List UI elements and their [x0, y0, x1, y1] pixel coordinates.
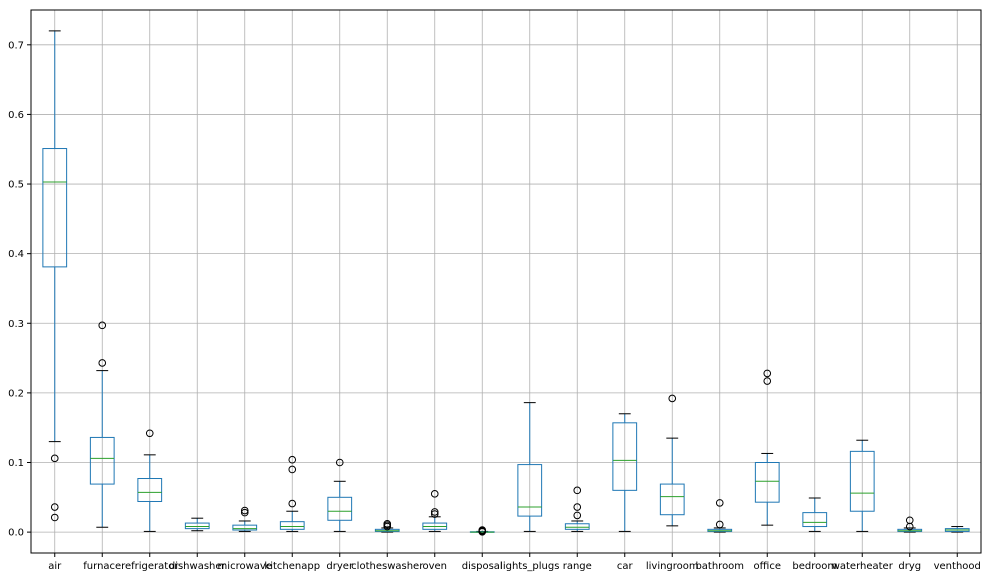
x-tick-label-office: office: [754, 561, 781, 572]
x-tick-label-range: range: [563, 561, 592, 572]
y-tick-label: 0.3: [8, 319, 24, 330]
outlier-point: [763, 369, 772, 378]
box-rect: [612, 422, 638, 491]
box-rect: [517, 464, 543, 517]
x-tick-label-oven: oven: [422, 561, 447, 572]
outlier-point: [240, 508, 249, 517]
outlier-point: [288, 465, 297, 474]
y-tick-label: 0.0: [8, 528, 24, 539]
box-group-lights_plugs: [517, 402, 543, 532]
outlier-point: [715, 520, 724, 529]
outlier-point: [430, 510, 439, 518]
x-tick-label-refrigerator: refrigerator: [121, 561, 179, 572]
box-group-refrigerator: [137, 429, 163, 532]
outlier-point: [288, 455, 297, 464]
outlier-point: [98, 321, 107, 330]
box-group-dryer: [327, 458, 353, 532]
outlier-point: [478, 527, 487, 536]
x-tick-label-waterheater: waterheater: [832, 561, 894, 572]
box-layer: [42, 30, 970, 536]
axis-layer: 0.0 0.1 0.2 0.3 0.4 0.5 0.6 0.7 air furnace refrig…: [8, 9, 982, 572]
box-group-air: [42, 30, 68, 522]
x-tick-label-livingroom: livingroom: [646, 561, 699, 572]
outlier-point: [288, 499, 297, 508]
box-rect: [137, 478, 163, 502]
box-rect: [42, 148, 68, 268]
y-tick-label: 0.5: [8, 180, 24, 191]
box-rect: [564, 523, 590, 530]
y-tick-label: 0.7: [8, 40, 24, 51]
outlier-point: [668, 394, 677, 403]
box-group-waterheater: [849, 439, 875, 532]
box-rect: [849, 450, 875, 512]
box-group-bathroom: [707, 499, 733, 533]
box-group-microwave: [232, 506, 258, 532]
x-tick-label-kitchenapp: kitchenapp: [264, 561, 320, 572]
x-tick-label-lights_plugs: lights_plugs: [500, 561, 559, 572]
x-tick-label-disposal: disposal: [462, 561, 503, 572]
box-group-dryg: [897, 516, 923, 533]
x-tick-label-bathroom: bathroom: [695, 561, 744, 572]
box-group-livingroom: [659, 394, 685, 527]
box-rect: [232, 524, 258, 531]
outlier-point: [98, 359, 107, 367]
box-group-car: [612, 413, 638, 532]
box-group-dishwasher: [184, 517, 210, 532]
box-group-venthood: [944, 526, 970, 533]
outlier-point: [240, 506, 249, 515]
x-tick-label-dryer: dryer: [326, 561, 354, 572]
box-group-oven: [422, 490, 448, 532]
outlier-point: [50, 513, 59, 522]
box-group-clotheswasher: [374, 519, 400, 533]
outlier-point: [715, 499, 724, 507]
box-rect: [802, 512, 828, 528]
box-group-disposal: [469, 526, 495, 536]
x-tick-label-dishwasher: dishwasher: [169, 561, 227, 572]
box-group-furnace: [89, 321, 115, 528]
y-tick-label: 0.1: [8, 458, 24, 469]
outlier-point: [905, 522, 914, 531]
x-tick-label-car: car: [617, 561, 634, 572]
outlier-point: [573, 486, 582, 495]
box-rect: [279, 521, 305, 530]
box-rect: [659, 483, 685, 516]
outlier-point: [573, 511, 582, 520]
box-rect: [184, 522, 210, 530]
x-tick-label-clotheswasher: clotheswasher: [351, 561, 424, 572]
x-tick-label-furnace: furnace: [83, 561, 121, 572]
outlier-point: [145, 429, 154, 438]
y-tick-label: 0.6: [8, 110, 24, 121]
x-tick-label-venthood: venthood: [934, 561, 981, 572]
plot-frame: [30, 9, 982, 554]
x-tick-label-bedroom: bedroom: [792, 561, 837, 572]
outlier-point: [50, 503, 59, 511]
outlier-point: [50, 454, 59, 463]
y-tick-label: 0.2: [8, 388, 24, 399]
y-tick-label: 0.4: [8, 249, 24, 260]
box-group-bedroom: [802, 497, 828, 532]
box-group-range: [564, 486, 590, 532]
outlier-point: [430, 508, 439, 516]
box-rect: [754, 462, 780, 503]
x-tick-label-air: air: [48, 561, 62, 572]
box-rect: [89, 436, 115, 485]
box-group-office: [754, 369, 780, 526]
outlier-point: [573, 503, 582, 511]
x-tick-label-dryg: dryg: [898, 561, 921, 572]
x-tick-label-microwave: microwave: [218, 561, 272, 572]
box-rect: [327, 496, 353, 521]
outlier-point: [430, 490, 439, 498]
outlier-point: [763, 377, 772, 385]
outlier-point: [335, 458, 344, 467]
box-group-kitchenapp: [279, 455, 305, 532]
grid-layer: [31, 10, 981, 553]
outlier-point: [383, 522, 392, 531]
